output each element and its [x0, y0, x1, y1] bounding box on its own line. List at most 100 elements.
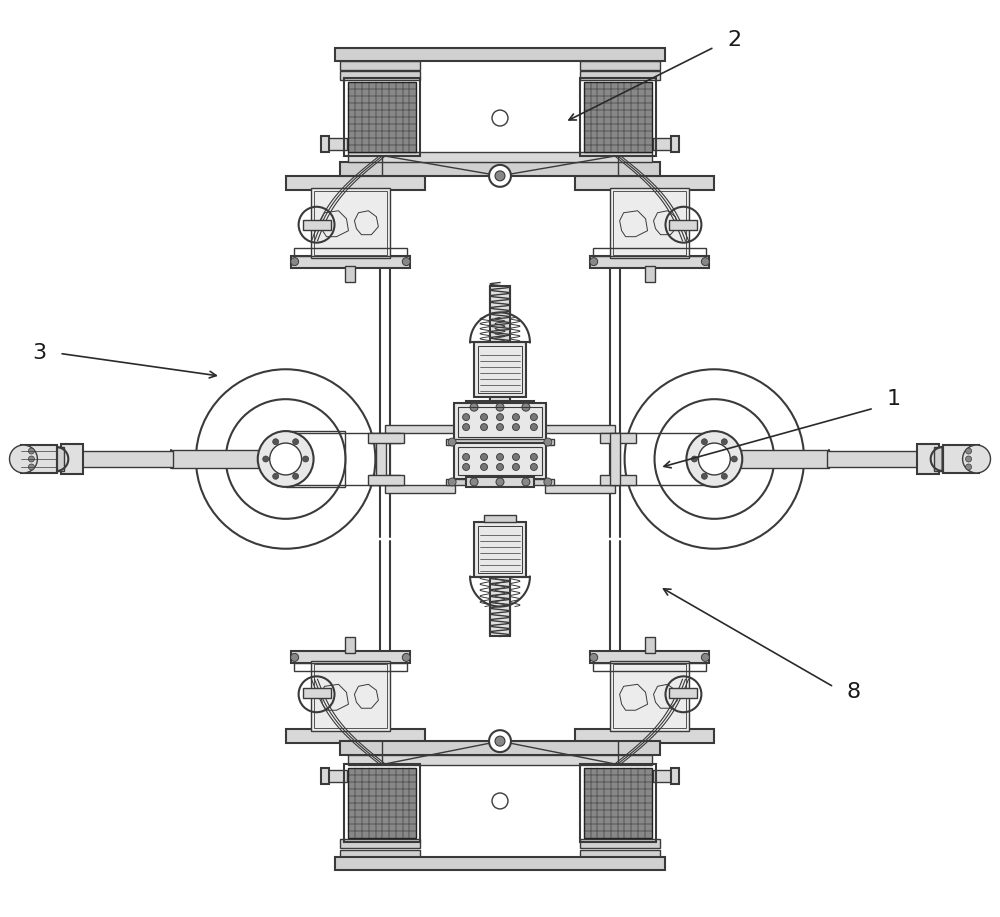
Bar [593, 663, 706, 671]
Circle shape [481, 463, 488, 470]
Bar [326, 138, 347, 150]
Bar [345, 637, 355, 654]
Bar [335, 49, 665, 61]
Circle shape [522, 478, 530, 486]
Bar [321, 768, 329, 784]
Bar [613, 191, 686, 255]
Circle shape [270, 443, 302, 475]
Circle shape [492, 793, 508, 809]
Circle shape [9, 445, 37, 473]
Circle shape [28, 448, 34, 454]
Bar [340, 61, 420, 71]
Circle shape [470, 478, 478, 486]
Circle shape [497, 414, 503, 421]
Bar [303, 689, 331, 698]
Bar [291, 256, 410, 268]
Bar [335, 856, 665, 869]
Bar [340, 850, 420, 859]
Circle shape [497, 463, 503, 470]
Bar [311, 661, 390, 731]
Bar [368, 475, 404, 485]
Bar [286, 176, 425, 190]
Bar [303, 220, 331, 229]
Bar [345, 266, 355, 282]
Bar [484, 514, 516, 522]
Bar [478, 525, 522, 572]
Bar [56, 447, 64, 471]
Bar [669, 220, 697, 229]
Circle shape [258, 431, 314, 487]
Circle shape [481, 454, 488, 460]
Text: 8: 8 [847, 681, 861, 702]
Circle shape [698, 443, 730, 475]
Circle shape [512, 414, 519, 421]
Circle shape [691, 456, 697, 462]
Circle shape [481, 424, 488, 431]
Circle shape [701, 438, 707, 445]
Circle shape [273, 438, 279, 445]
Bar [385, 425, 455, 433]
Circle shape [497, 454, 503, 460]
Bar [376, 433, 386, 485]
Circle shape [966, 456, 972, 462]
Bar [294, 663, 407, 671]
Bar [314, 191, 387, 255]
Circle shape [701, 473, 707, 480]
Bar [580, 764, 656, 842]
Bar [326, 770, 347, 782]
Bar [575, 176, 714, 190]
Circle shape [402, 654, 410, 661]
Text: 2: 2 [727, 29, 741, 50]
Bar [21, 445, 57, 473]
Circle shape [544, 478, 552, 486]
Bar [474, 342, 526, 397]
Bar [370, 433, 400, 443]
Bar [81, 451, 173, 467]
Bar [653, 770, 674, 782]
Bar [669, 689, 697, 698]
Bar [454, 403, 546, 441]
Circle shape [522, 403, 530, 411]
Bar [645, 266, 655, 282]
Bar [446, 479, 554, 485]
Bar [610, 188, 689, 258]
Bar [584, 83, 652, 152]
Bar [340, 741, 660, 755]
Bar [286, 431, 345, 487]
Circle shape [448, 478, 456, 486]
Circle shape [966, 448, 972, 454]
Circle shape [721, 473, 727, 480]
Circle shape [463, 414, 470, 421]
Circle shape [625, 370, 804, 548]
Bar [590, 256, 709, 268]
Circle shape [530, 424, 537, 431]
Circle shape [512, 424, 519, 431]
Circle shape [402, 258, 410, 266]
Bar [340, 162, 660, 176]
Circle shape [701, 258, 709, 266]
Bar [600, 433, 636, 443]
Bar [580, 78, 656, 156]
Bar [545, 425, 615, 433]
Circle shape [495, 171, 505, 181]
Bar [474, 522, 526, 577]
Bar [348, 768, 416, 838]
Bar [490, 517, 510, 636]
Bar [653, 138, 674, 150]
Circle shape [496, 403, 504, 411]
Bar [314, 665, 387, 728]
Bar [458, 447, 542, 475]
Circle shape [530, 463, 537, 470]
Circle shape [590, 654, 598, 661]
Bar [671, 768, 679, 784]
Bar [671, 136, 679, 152]
Bar [348, 83, 416, 152]
Bar [484, 412, 516, 419]
Bar [827, 451, 919, 467]
Circle shape [28, 456, 34, 462]
Circle shape [489, 165, 511, 187]
Circle shape [497, 424, 503, 431]
Circle shape [530, 414, 537, 421]
Bar [340, 72, 420, 80]
Bar [584, 768, 652, 838]
